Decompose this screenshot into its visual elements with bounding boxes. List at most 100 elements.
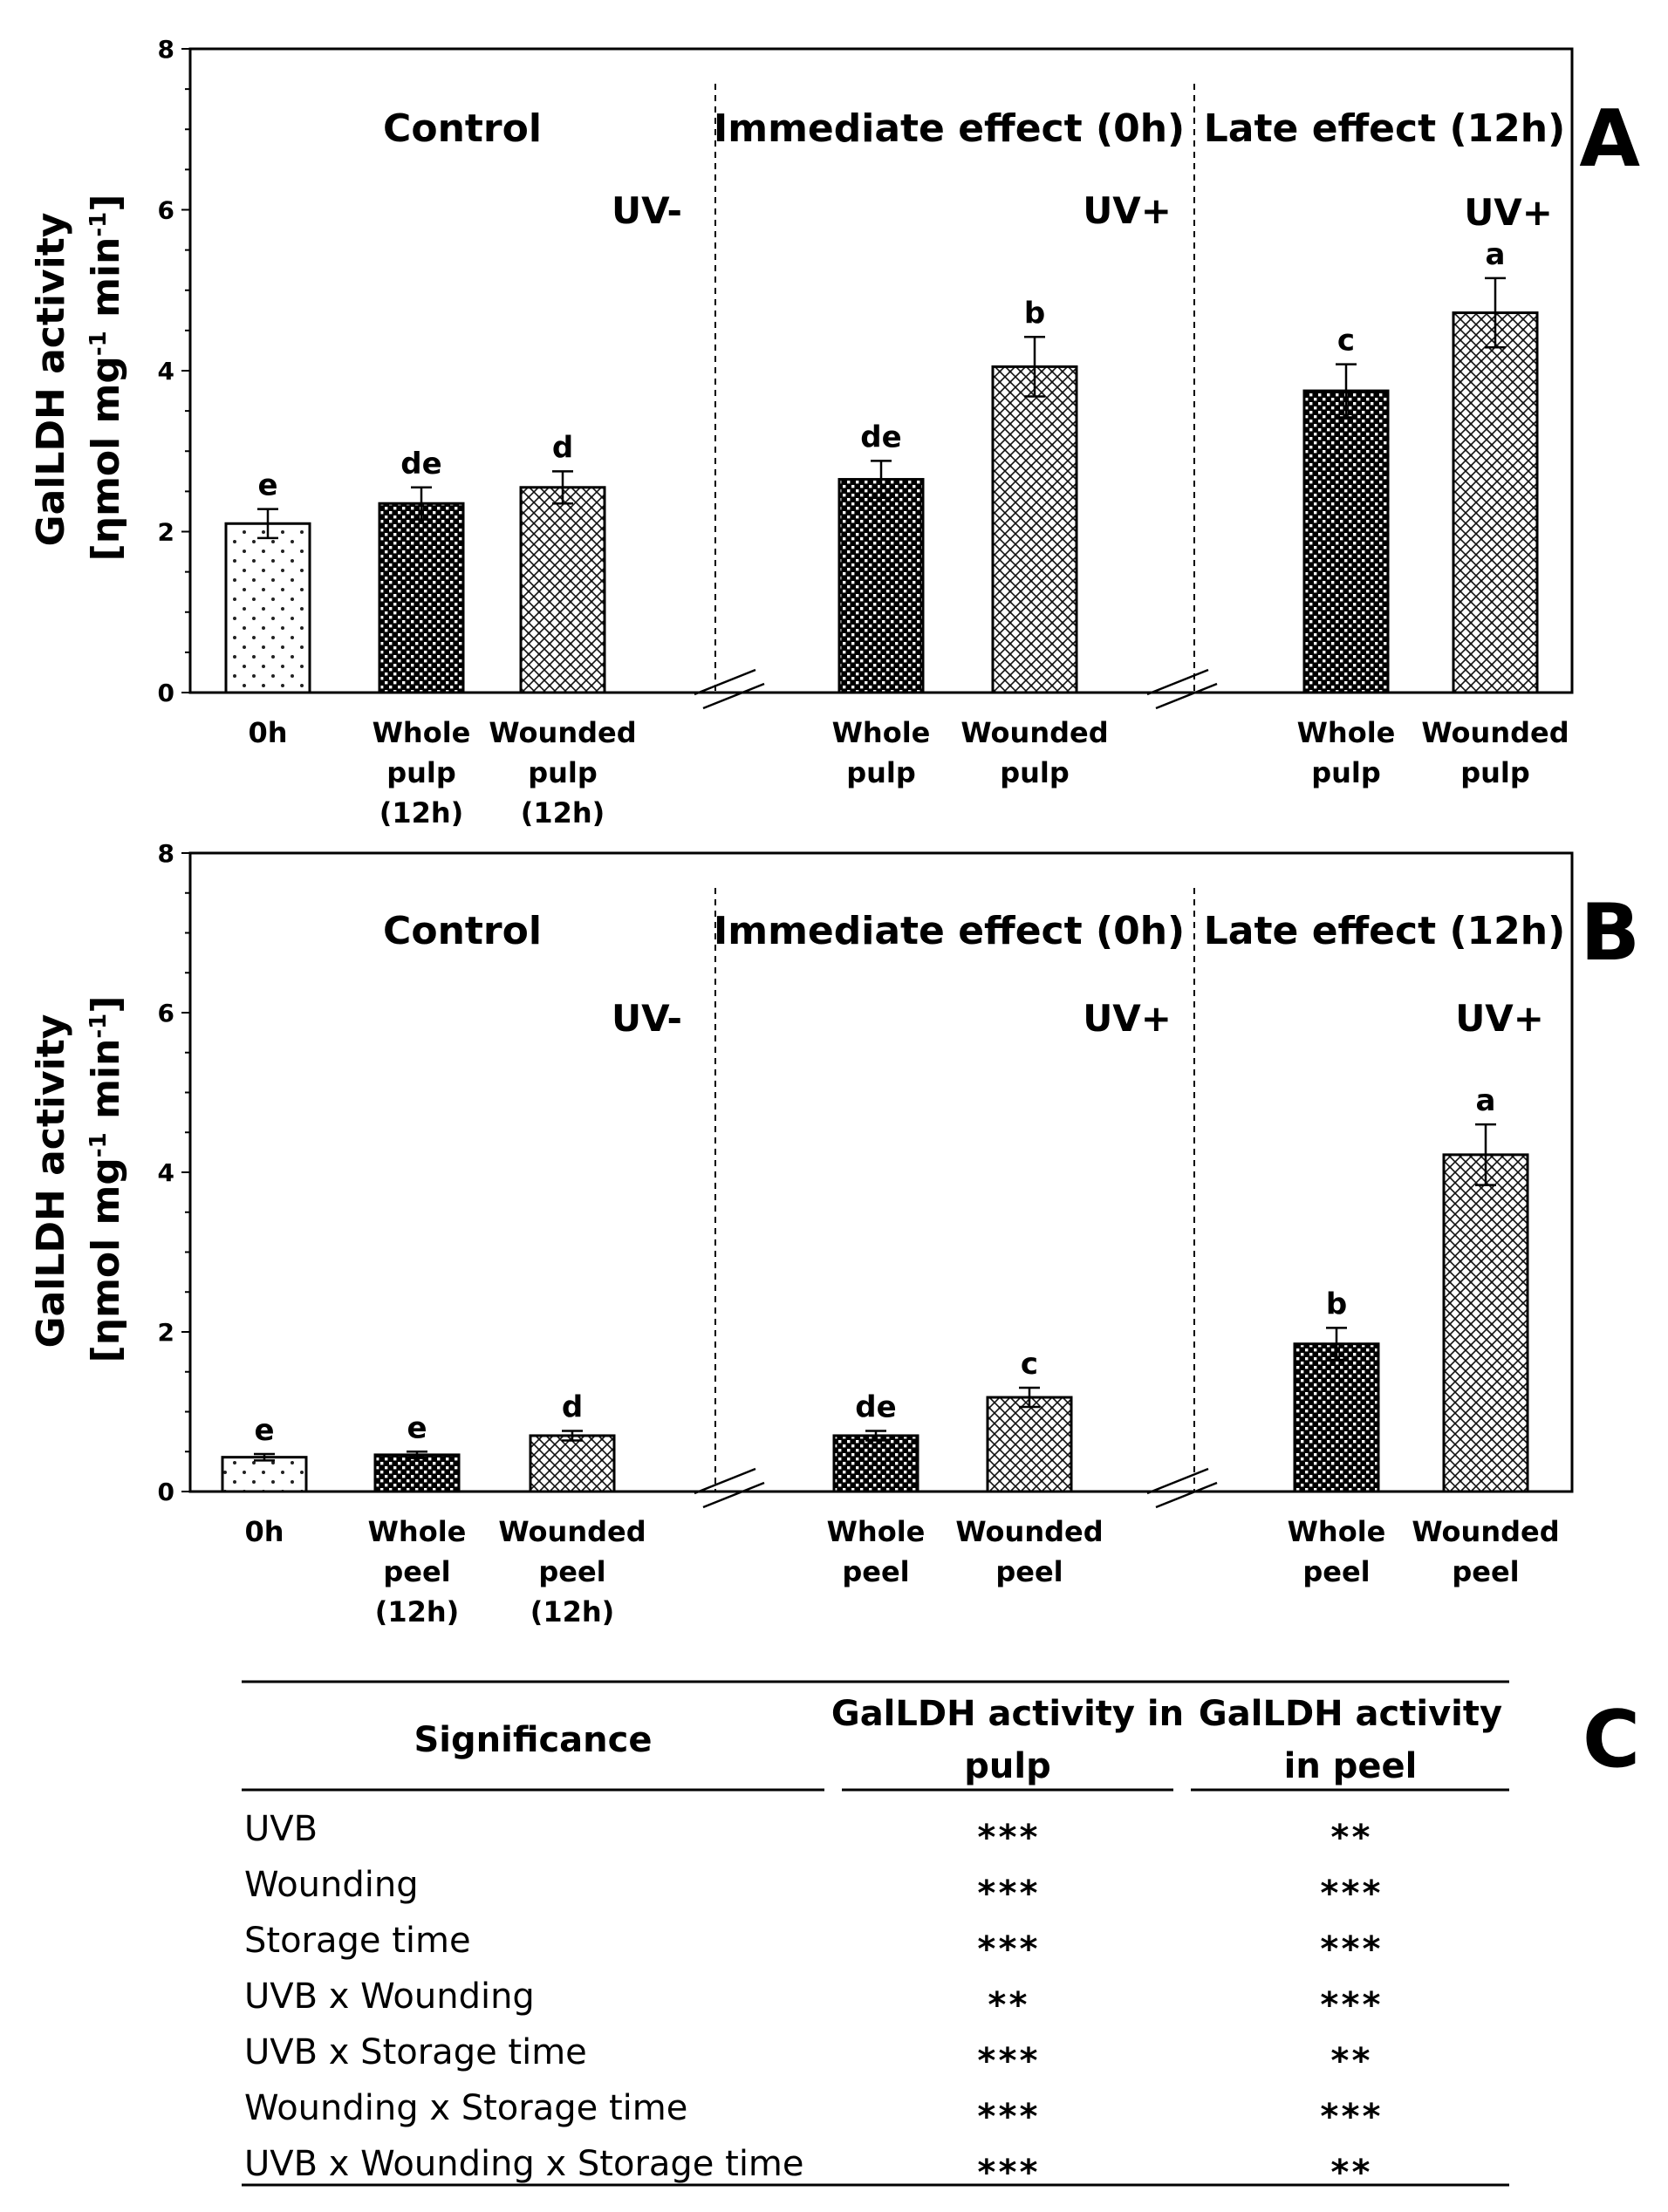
significance-letter: de xyxy=(855,1389,896,1424)
table-peel-significance: *** xyxy=(1319,1985,1382,2025)
table-factor-label: Storage time xyxy=(244,1921,471,1961)
y-axis-label-line2: [ηmol mg-1 min-1] xyxy=(84,195,128,562)
y-tick-label: 2 xyxy=(158,1318,174,1347)
y-tick-label: 0 xyxy=(158,1478,174,1506)
y-label-superscript: -1 xyxy=(85,212,112,237)
table-pulp-significance: *** xyxy=(976,2153,1039,2193)
bar xyxy=(529,1434,616,1493)
y-tick-label: 6 xyxy=(158,196,174,225)
axis-break-mark xyxy=(1146,1467,1209,1495)
category-label: (12h) xyxy=(375,1595,460,1628)
significance-letter: e xyxy=(257,468,277,503)
bar xyxy=(832,1434,919,1493)
axis-break-mark xyxy=(702,682,765,710)
bar xyxy=(224,522,311,694)
bar xyxy=(1452,311,1539,694)
y-tick-label: 8 xyxy=(158,35,174,64)
section-title: Control xyxy=(383,909,542,953)
category-label: peel xyxy=(383,1555,450,1588)
y-tick-label: 8 xyxy=(158,839,174,868)
category-label: (12h) xyxy=(521,796,605,830)
bar xyxy=(373,1453,461,1493)
axis-break-mark xyxy=(1155,682,1218,710)
y-tick-label: 2 xyxy=(158,518,174,547)
category-label: Wounded xyxy=(498,1515,646,1548)
significance-letter: e xyxy=(407,1410,427,1445)
significance-letter: b xyxy=(1024,296,1045,331)
significance-table: Significance GalLDH activity in pulp GalLDH… xyxy=(242,1680,1640,2193)
uv-treatment-label: UV+ xyxy=(1464,191,1553,234)
table-peel-significance: *** xyxy=(1319,2097,1382,2137)
axis-break-mark xyxy=(1146,668,1209,696)
section-title: Control xyxy=(383,106,542,151)
panel-label: B xyxy=(1580,887,1640,979)
table-peel-significance: *** xyxy=(1319,1929,1382,1970)
table-peel-significance: ** xyxy=(1330,1818,1371,1858)
category-label: peel xyxy=(842,1555,909,1588)
table-header-peel: in peel xyxy=(1284,1746,1418,1786)
table-pulp-significance: ** xyxy=(987,1985,1029,2025)
category-label: Wounded xyxy=(1412,1515,1559,1548)
category-label: pulp xyxy=(1000,756,1070,789)
table-peel-significance: ** xyxy=(1330,2153,1371,2193)
category-label: 0h xyxy=(244,1515,284,1548)
significance-letter: c xyxy=(1337,324,1355,358)
uv-treatment-label: UV- xyxy=(612,189,682,232)
category-label: pulp xyxy=(528,756,598,789)
axis-break-mark xyxy=(694,1467,756,1495)
section-title: Late effect (12h) xyxy=(1204,909,1565,953)
y-tick-label: 6 xyxy=(158,999,174,1027)
section-title: Immediate effect (0h) xyxy=(714,909,1185,953)
category-label: 0h xyxy=(248,716,287,749)
significance-letter: de xyxy=(400,447,441,481)
category-label: pulp xyxy=(846,756,916,789)
y-tick-label: 4 xyxy=(158,357,174,386)
y-axis-label-line1: GalLDH activity xyxy=(29,213,73,547)
table-pulp-significance: *** xyxy=(976,2097,1039,2137)
table-header-pulp: pulp xyxy=(964,1746,1050,1786)
y-label-superscript: -1 xyxy=(85,1014,112,1039)
y-label-unit-mid: min xyxy=(84,1039,128,1133)
table-factor-label: UVB x Storage time xyxy=(244,2032,587,2072)
category-label: pulp xyxy=(1311,756,1381,789)
category-label: pulp xyxy=(386,756,456,789)
bar xyxy=(378,502,465,694)
bar xyxy=(1302,389,1390,694)
y-label-superscript: -1 xyxy=(85,1132,112,1157)
category-label: peel xyxy=(1452,1555,1519,1588)
significance-letter: e xyxy=(254,1413,274,1448)
category-label: Whole xyxy=(368,1515,467,1548)
category-label: peel xyxy=(995,1555,1063,1588)
y-label-unit-end: ] xyxy=(84,195,128,212)
category-label: Whole xyxy=(832,716,931,749)
significance-letter: d xyxy=(552,430,573,465)
uv-treatment-label: UV+ xyxy=(1083,189,1172,232)
y-label-unit-end: ] xyxy=(84,996,128,1014)
y-tick-label: 0 xyxy=(158,679,174,707)
y-label-unit-start: [ηmol mg xyxy=(84,1157,128,1362)
significance-letter: d xyxy=(562,1389,583,1424)
panel-label: C xyxy=(1583,1694,1640,1785)
table-peel-significance: *** xyxy=(1319,1874,1382,1914)
table-pulp-significance: *** xyxy=(976,1929,1039,1970)
table-factor-label: UVB x Wounding xyxy=(244,1976,535,2017)
table-header-peel: GalLDH activity xyxy=(1199,1694,1502,1734)
y-axis-label-line1: GalLDH activity xyxy=(29,1014,73,1348)
bar xyxy=(1442,1153,1529,1493)
bar xyxy=(986,1396,1073,1493)
axis-break-mark xyxy=(694,668,756,696)
category-label: Wounded xyxy=(489,716,636,749)
table-pulp-significance: *** xyxy=(976,2041,1039,2081)
table-peel-significance: ** xyxy=(1330,2041,1371,2081)
significance-letter: de xyxy=(860,420,901,454)
table-header-significance: Significance xyxy=(414,1720,652,1760)
uv-treatment-label: UV+ xyxy=(1083,997,1172,1040)
bar xyxy=(991,365,1078,694)
uv-treatment-label: UV+ xyxy=(1455,997,1544,1040)
y-label-unit-start: [ηmol mg xyxy=(84,356,128,561)
bar xyxy=(519,486,606,694)
axis-break-mark xyxy=(1155,1481,1218,1509)
